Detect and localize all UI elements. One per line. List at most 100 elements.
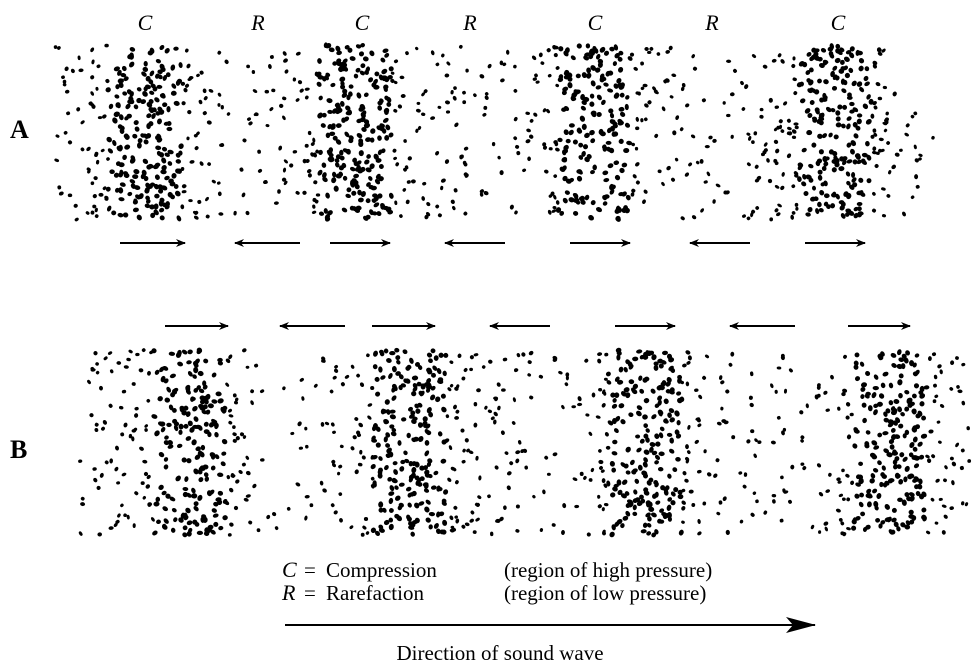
particle — [585, 43, 591, 49]
particle — [119, 182, 126, 187]
particle — [783, 490, 789, 494]
particle — [654, 433, 660, 439]
particle — [380, 57, 386, 63]
particle — [143, 471, 149, 477]
particle — [624, 207, 630, 214]
particle — [118, 82, 124, 88]
particle — [723, 190, 728, 195]
particle — [180, 167, 185, 171]
particle — [377, 105, 382, 111]
particle — [700, 208, 705, 213]
particle — [440, 185, 444, 191]
particle — [858, 177, 864, 183]
particle — [875, 151, 880, 155]
particle — [371, 211, 378, 216]
particle — [681, 488, 686, 493]
particle — [658, 432, 664, 439]
particle — [515, 504, 520, 509]
particle — [897, 349, 902, 356]
particle — [152, 530, 158, 536]
particle — [726, 113, 731, 118]
particle — [204, 527, 209, 533]
particle — [161, 490, 167, 496]
particle — [462, 448, 466, 453]
particle — [852, 122, 858, 128]
particle — [198, 388, 205, 394]
particle — [617, 120, 624, 126]
particle — [617, 56, 623, 62]
particle — [193, 505, 199, 512]
particle — [410, 472, 416, 479]
particle — [639, 388, 645, 394]
particle — [562, 149, 567, 156]
particle — [750, 429, 755, 434]
particle — [563, 144, 569, 151]
particle — [150, 517, 155, 522]
particle — [220, 143, 225, 147]
particle — [628, 412, 634, 418]
particle — [461, 459, 466, 464]
particle — [402, 349, 408, 355]
particle — [808, 163, 814, 169]
particle — [259, 389, 265, 393]
particle — [159, 215, 165, 221]
particle — [807, 112, 813, 119]
particle — [801, 181, 807, 187]
particle — [391, 395, 397, 401]
particle — [113, 172, 120, 178]
particle — [643, 117, 648, 122]
particle — [331, 459, 336, 464]
particle — [97, 116, 103, 120]
particle — [825, 489, 831, 493]
particle — [889, 444, 895, 450]
particle — [659, 508, 665, 513]
particle — [835, 43, 841, 49]
particle — [835, 508, 841, 513]
particle — [415, 46, 419, 51]
particle — [233, 400, 239, 405]
particle — [437, 213, 442, 218]
particle — [194, 210, 199, 215]
particle — [874, 505, 879, 511]
particle — [392, 148, 397, 153]
particle — [199, 70, 204, 75]
particle — [622, 515, 629, 521]
particle — [67, 193, 73, 198]
particle — [933, 374, 938, 380]
particle — [350, 446, 355, 451]
particle — [89, 413, 94, 418]
particles — [53, 42, 972, 538]
particle — [845, 415, 850, 420]
particle — [118, 114, 124, 121]
particle — [881, 465, 886, 471]
particle — [442, 519, 448, 526]
particle — [588, 48, 595, 55]
particle — [665, 381, 671, 387]
particle — [426, 367, 432, 373]
particle — [913, 144, 917, 150]
particle — [955, 356, 959, 360]
particle — [394, 513, 400, 519]
particle — [882, 431, 889, 436]
particle — [672, 130, 677, 136]
particle — [504, 451, 509, 455]
particle — [374, 178, 381, 185]
particle — [366, 353, 370, 358]
particle — [55, 134, 60, 138]
particle — [435, 62, 440, 67]
particle — [854, 352, 860, 358]
particle — [113, 111, 120, 118]
particle — [384, 465, 389, 471]
particle — [289, 163, 294, 168]
particle — [867, 405, 873, 412]
particle — [449, 383, 454, 388]
particle — [893, 521, 899, 528]
particle — [453, 86, 457, 90]
particle — [787, 126, 792, 131]
particle — [377, 135, 382, 141]
particle — [345, 110, 352, 116]
particle — [124, 144, 131, 150]
particle — [205, 393, 211, 400]
particle — [113, 66, 120, 72]
particle — [905, 350, 911, 356]
